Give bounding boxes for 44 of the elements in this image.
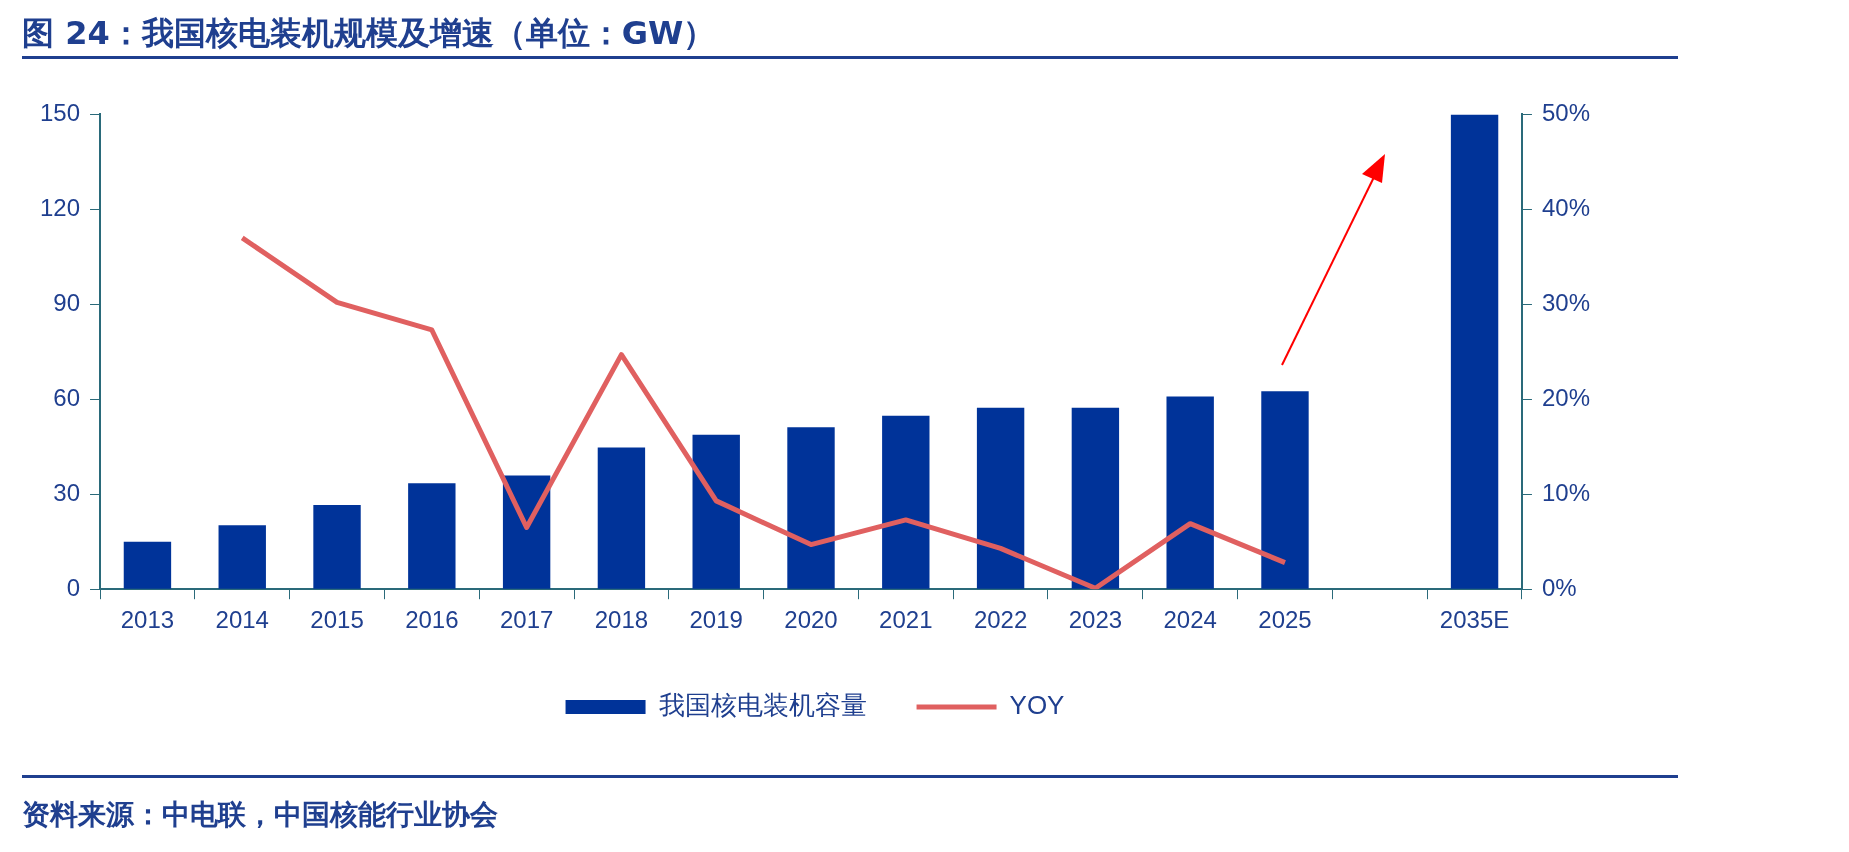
y2-tick-label: 0%: [1541, 573, 1577, 601]
bar: [313, 505, 361, 589]
x-tick-label: 2017: [499, 606, 554, 634]
y2-tick-label: 40%: [1541, 193, 1591, 221]
bar: [787, 427, 835, 589]
text: 资料来源：中电联，中国核能行业协会: [22, 797, 498, 833]
bar: [1166, 396, 1214, 589]
x-tick-label: 2021: [879, 606, 933, 634]
legend-label: YOY: [1009, 690, 1065, 721]
bar: [976, 407, 1025, 589]
x-tick-label: 2018: [594, 606, 649, 634]
y-tick-label: 0: [66, 573, 81, 601]
bar: [1261, 391, 1309, 589]
bar: [1450, 114, 1499, 589]
x-tick-label: 2025: [1258, 606, 1312, 634]
x-tick-label: 2022: [973, 606, 1028, 634]
y2-tick-label: 10%: [1541, 478, 1591, 506]
y2-tick-label: 20%: [1541, 383, 1591, 411]
bar: [882, 415, 930, 589]
y2-tick-label: 30%: [1541, 288, 1591, 316]
y-tick-label: 30: [53, 478, 81, 506]
bar: [692, 434, 740, 589]
bar: [408, 483, 456, 589]
bar: [218, 525, 266, 589]
x-tick-label: 2019: [689, 606, 743, 634]
x-tick-label: 2024: [1163, 606, 1217, 634]
bar: [123, 541, 172, 589]
y-tick-label: 60: [53, 383, 81, 411]
chart-title: 图 24：我国核电装机规模及增速（单位：GW）: [22, 13, 716, 54]
bar: [1071, 407, 1120, 589]
y2-tick-label: 50%: [1541, 99, 1591, 127]
y-tick-label: 90: [53, 288, 81, 316]
x-tick-label: 2020: [784, 606, 838, 634]
bar: [597, 447, 646, 589]
x-tick-label: 2023: [1068, 606, 1123, 634]
bar: [502, 475, 551, 589]
y-tick-label: 150: [40, 99, 81, 127]
legend-label: 我国核电装机容量: [658, 690, 867, 721]
x-tick-label: 2016: [405, 606, 459, 634]
x-tick-label: 2015: [310, 606, 364, 634]
y-tick-label: 120: [40, 193, 81, 221]
x-tick-label: 2014: [215, 606, 269, 634]
x-tick-label: 2035E: [1439, 606, 1510, 634]
x-tick-label: 2013: [120, 606, 175, 634]
